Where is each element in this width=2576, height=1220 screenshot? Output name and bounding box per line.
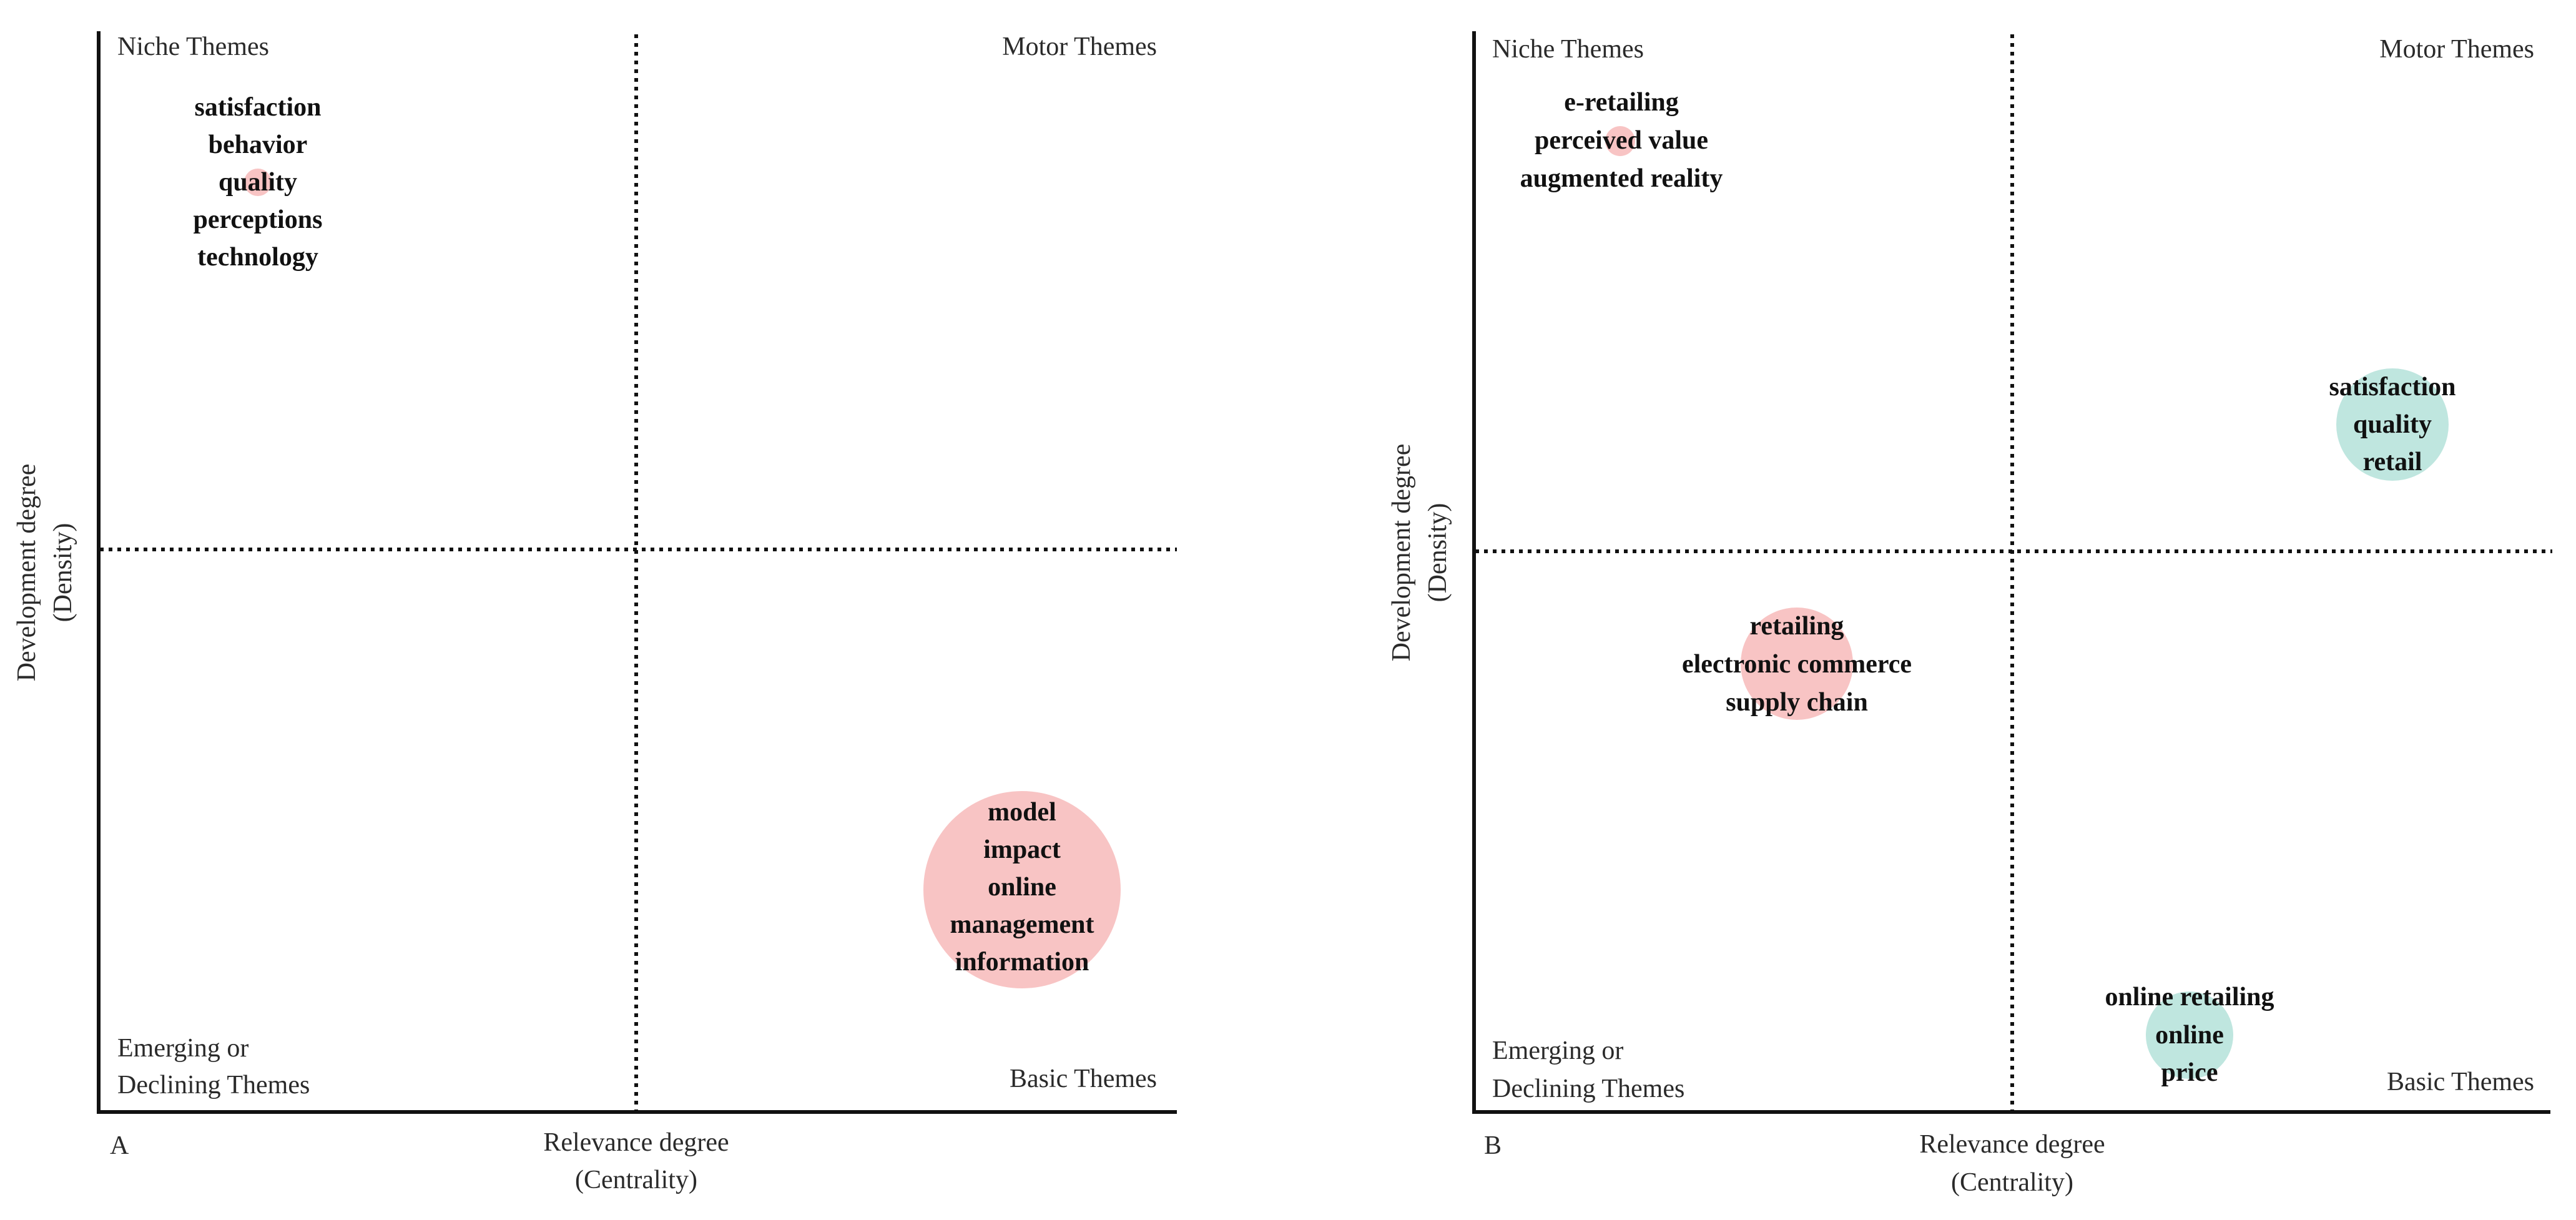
x-axis-subtitle: (Centrality)	[1951, 1168, 2073, 1197]
diagram-b-svg: Niche Themes Motor Themes Emerging or De…	[1387, 31, 2552, 1197]
panel-letter: B	[1484, 1131, 1502, 1160]
cluster-bubble-online-retailing	[2146, 991, 2233, 1079]
quadrant-label-emerging-1: Emerging or	[117, 1034, 248, 1063]
quadrant-label-motor: Motor Themes	[2379, 35, 2534, 64]
x-axis-subtitle: (Centrality)	[575, 1166, 697, 1194]
cluster-keyword: model	[988, 798, 1056, 827]
quadrant-label-motor: Motor Themes	[1002, 32, 1157, 61]
strategic-diagram-a: Niche Themes Motor Themes Emerging or De…	[0, 0, 1288, 1217]
cluster-bubble-model	[923, 791, 1121, 988]
cluster-keyword: online retailing	[2105, 983, 2274, 1011]
cluster-keyword: impact	[983, 835, 1061, 864]
cluster-keyword: online	[988, 873, 1056, 902]
quadrant-label-basic: Basic Themes	[1010, 1065, 1157, 1093]
cluster-keyword: information	[955, 948, 1089, 976]
y-axis-subtitle: (Density)	[49, 523, 77, 622]
y-axis-subtitle: (Density)	[1423, 503, 1452, 603]
quadrant-label-emerging-1: Emerging or	[1492, 1036, 1623, 1065]
y-axis-title: Development degree	[12, 464, 41, 682]
cluster-keyword: online	[2155, 1021, 2224, 1050]
panel-letter: A	[110, 1131, 129, 1160]
quadrant-label-niche: Niche Themes	[1492, 35, 1644, 64]
cluster-keyword: quality	[219, 168, 297, 197]
cluster-keyword: satisfaction	[2329, 373, 2456, 401]
cluster-keyword: behavior	[209, 130, 308, 159]
cluster-bubble-satisfaction	[2336, 368, 2449, 481]
diagram-a-svg: Niche Themes Motor Themes Emerging or De…	[12, 31, 1177, 1194]
quadrant-label-basic: Basic Themes	[2387, 1068, 2534, 1096]
cluster-keyword: quality	[2353, 410, 2432, 439]
quadrant-label-emerging-2: Declining Themes	[1492, 1075, 1684, 1103]
cluster-keyword: perceived value	[1535, 126, 1708, 155]
cluster-keyword: technology	[197, 243, 318, 272]
x-axis-title: Relevance degree	[543, 1128, 729, 1157]
cluster-keyword: electronic commerce	[1682, 650, 1912, 679]
cluster-keyword: augmented reality	[1520, 164, 1723, 193]
cluster-keyword: e-retailing	[1564, 88, 1679, 117]
quadrant-label-niche: Niche Themes	[117, 32, 269, 61]
cluster-bubble-retailing	[1741, 608, 1853, 720]
cluster-keyword: retail	[2363, 448, 2422, 476]
cluster-keyword: retailing	[1750, 612, 1844, 641]
cluster-keyword: supply chain	[1726, 688, 1868, 717]
y-axis-title: Development degree	[1387, 444, 1416, 662]
cluster-keyword: satisfaction	[195, 93, 322, 122]
cluster-keyword: perceptions	[194, 205, 323, 234]
cluster-keyword: management	[950, 910, 1094, 939]
strategic-diagram-b: Niche Themes Motor Themes Emerging or De…	[1288, 0, 2576, 1217]
cluster-bubble-e-retailing	[1605, 126, 1635, 156]
x-axis-title: Relevance degree	[1919, 1130, 2105, 1159]
quadrant-label-emerging-2: Declining Themes	[117, 1071, 310, 1099]
cluster-keyword: price	[2161, 1058, 2218, 1087]
cluster-bubble-satisfaction	[244, 169, 272, 196]
